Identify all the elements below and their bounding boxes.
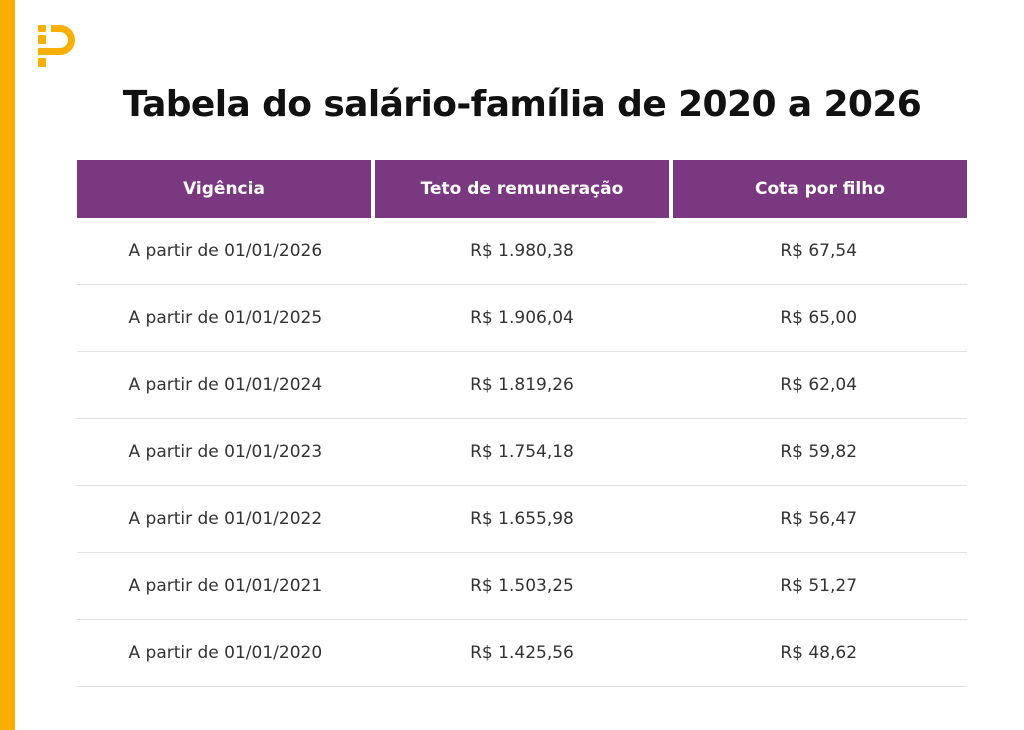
table-cell-cota: R$ 56,47 — [780, 509, 858, 529]
column-header-cota: Cota por filho — [673, 160, 967, 218]
table-cell-teto: R$ 1.655,98 — [470, 509, 574, 529]
table-cell-vigencia: A partir de 01/01/2020 — [128, 643, 323, 663]
table-cell-teto: R$ 1.819,26 — [470, 375, 574, 395]
table-cell-teto: R$ 1.503,25 — [470, 576, 574, 596]
table-cell-vigencia: A partir de 01/01/2023 — [128, 442, 323, 462]
table-cell-teto: R$ 1.754,18 — [470, 442, 574, 462]
table-cell-cota: R$ 51,27 — [780, 576, 858, 596]
column-header-vigencia: Vigência — [77, 160, 371, 218]
table-row: A partir de 01/01/2024 R$ 1.819,26 R$ 62… — [77, 352, 967, 419]
table-cell-cota: R$ 59,82 — [780, 442, 858, 462]
table-cell-vigencia: A partir de 01/01/2024 — [128, 375, 323, 395]
table-cell-cota: R$ 65,00 — [780, 308, 858, 328]
table-row: A partir de 01/01/2025 R$ 1.906,04 R$ 65… — [77, 285, 967, 352]
table-header: Vigência Teto de remuneração Cota por fi… — [77, 160, 967, 218]
table-cell-cota: R$ 62,04 — [780, 375, 858, 395]
table-cell-teto: R$ 1.425,56 — [470, 643, 574, 663]
table-cell-vigencia: A partir de 01/01/2026 — [128, 241, 323, 261]
table-cell-teto: R$ 1.906,04 — [470, 308, 574, 328]
table-cell-cota: R$ 67,54 — [780, 241, 858, 261]
table-cell-vigencia: A partir de 01/01/2022 — [128, 509, 323, 529]
table-row: A partir de 01/01/2026 R$ 1.980,38 R$ 67… — [77, 218, 967, 285]
table-row: A partir de 01/01/2021 R$ 1.503,25 R$ 51… — [77, 553, 967, 620]
table-row: A partir de 01/01/2020 R$ 1.425,56 R$ 48… — [77, 620, 967, 687]
page-title: Tabela do salário-família de 2020 a 2026 — [122, 84, 922, 125]
logo-segment — [38, 25, 46, 32]
table-row: A partir de 01/01/2022 R$ 1.655,98 R$ 56… — [77, 486, 967, 553]
logo-segment — [38, 58, 46, 67]
table-cell-cota: R$ 48,62 — [780, 643, 858, 663]
letter-p-logo-icon — [38, 25, 75, 67]
logo-segment — [38, 35, 46, 44]
table-cell-vigencia: A partir de 01/01/2025 — [128, 308, 323, 328]
salary-family-table: Vigência Teto de remuneração Cota por fi… — [77, 160, 967, 687]
accent-side-bar — [0, 0, 15, 730]
table-body: A partir de 01/01/2026 R$ 1.980,38 R$ 67… — [77, 218, 967, 687]
column-header-teto: Teto de remuneração — [375, 160, 669, 218]
table-cell-teto: R$ 1.980,38 — [470, 241, 574, 261]
table-cell-vigencia: A partir de 01/01/2021 — [128, 576, 323, 596]
table-row: A partir de 01/01/2023 R$ 1.754,18 R$ 59… — [77, 419, 967, 486]
logo-curve — [38, 25, 75, 55]
